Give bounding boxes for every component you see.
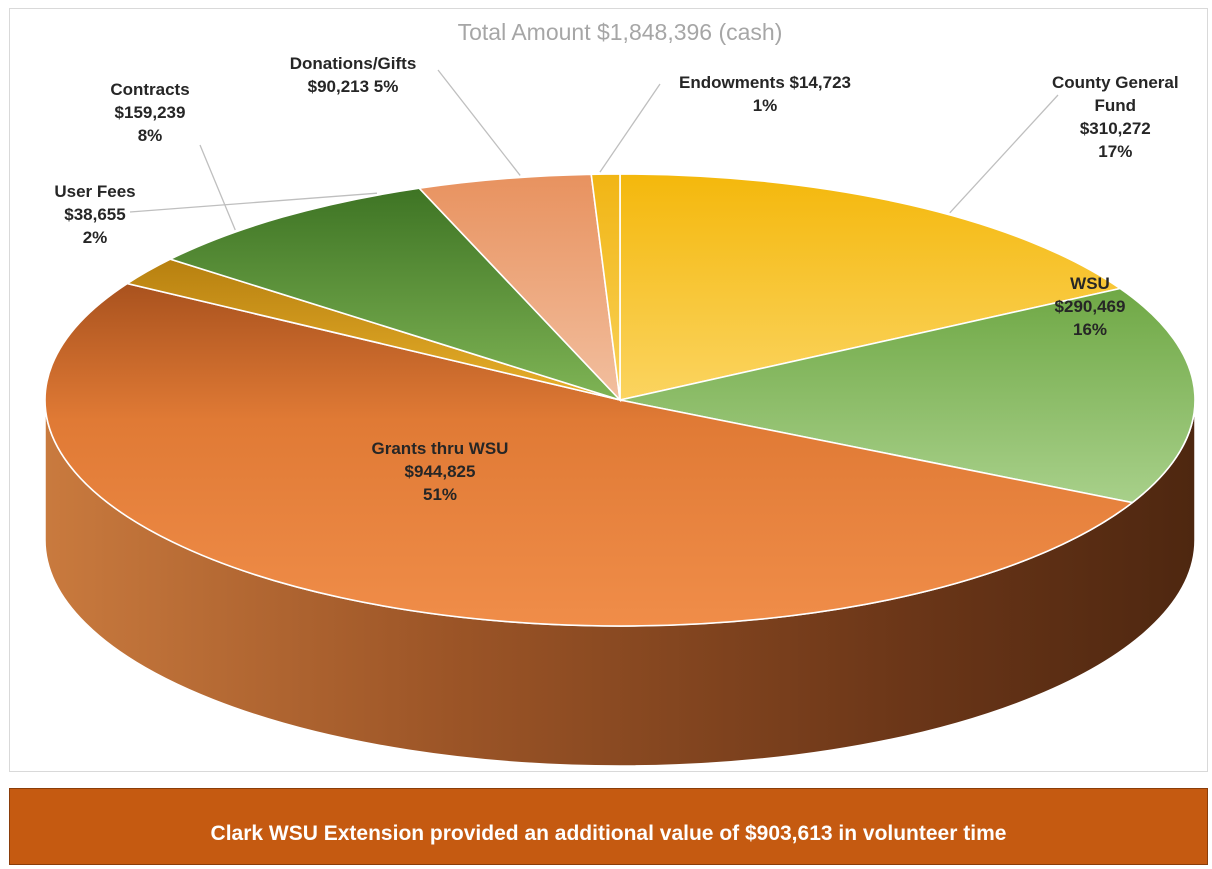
label-contracts-line1: Contracts: [110, 80, 190, 99]
label-grants-line3: 51%: [422, 485, 458, 504]
label-contracts-line3: 8%: [137, 126, 163, 145]
leader-line-endowments: [599, 83, 661, 173]
pie-slice-grants-thru-wsu: [44, 282, 1135, 627]
label-county-line1: County General: [1052, 73, 1179, 92]
leader-line-user-fees: [129, 192, 378, 213]
label-donations-gifts: Donations/Gifts $90,213 5%: [268, 52, 438, 98]
label-donations-line1: Donations/Gifts: [289, 54, 417, 73]
label-endowments-line2: 1%: [752, 96, 778, 115]
label-wsu-line3: 16%: [1072, 320, 1108, 339]
pie-slice-donations-gifts: [417, 173, 622, 403]
label-contracts: Contracts $159,239 8%: [95, 78, 205, 147]
label-userfees-line3: 2%: [82, 228, 108, 247]
pie-slice-contracts: [168, 187, 623, 402]
label-wsu-line1: WSU: [1070, 274, 1110, 293]
label-county-line3: $310,272: [1079, 119, 1151, 138]
label-userfees-line2: $38,655: [64, 205, 126, 224]
volunteer-banner: Clark WSU Extension provided an addition…: [9, 788, 1208, 865]
leader-line-donations: [437, 69, 521, 176]
leader-line-county: [949, 94, 1059, 214]
pie-slice-endowments: [590, 173, 621, 401]
label-grants-line1: Grants thru WSU: [371, 439, 509, 458]
label-wsu: WSU $290,469 16%: [1040, 272, 1140, 341]
label-endowments-line1: Endowments $14,723: [679, 73, 851, 92]
label-grants-line2: $944,825: [404, 462, 476, 481]
label-user-fees: User Fees $38,655 2%: [40, 180, 150, 249]
label-county-general-fund: County General Fund $310,272 17%: [1052, 71, 1179, 163]
label-county-line2: Fund: [1094, 96, 1137, 115]
leader-line-contracts: [199, 144, 236, 231]
label-contracts-line2: $159,239: [114, 103, 186, 122]
banner-text: Clark WSU Extension provided an addition…: [210, 821, 1007, 845]
label-endowments: Endowments $14,723 1%: [660, 71, 870, 117]
label-donations-line2: $90,213 5%: [307, 77, 399, 96]
label-userfees-line1: User Fees: [54, 182, 136, 201]
pie-slice-wsu: [619, 287, 1196, 504]
pie-slice-county-general-fund: [619, 173, 1123, 401]
label-grants-thru-wsu: Grants thru WSU $944,825 51%: [340, 437, 540, 506]
label-wsu-line2: $290,469: [1054, 297, 1126, 316]
label-county-line4: 17%: [1098, 142, 1133, 161]
chart-title: Total Amount $1,848,396 (cash): [457, 19, 783, 45]
